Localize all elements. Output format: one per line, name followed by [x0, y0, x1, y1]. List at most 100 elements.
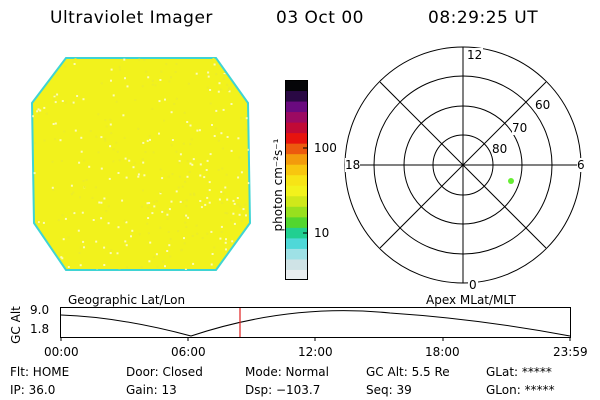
speckle: [36, 220, 38, 223]
speckle: [118, 269, 121, 270]
speckle: [54, 138, 56, 141]
speckle: [175, 97, 178, 100]
mlt-label-6: 6: [577, 158, 585, 172]
timeline-x-tick-1800: 18:00: [425, 345, 460, 359]
speckle: [115, 141, 118, 144]
speckle: [26, 236, 28, 238]
speckle: [64, 101, 67, 104]
speckle: [29, 264, 31, 266]
speckle: [100, 136, 103, 139]
speckle: [185, 205, 188, 208]
speckle: [64, 217, 67, 220]
speckle: [63, 130, 66, 133]
speckle: [225, 248, 227, 251]
speckle: [230, 60, 233, 63]
speckle: [184, 180, 187, 183]
speckle: [183, 214, 186, 217]
uv-image-panel: [26, 51, 252, 273]
speckle: [97, 151, 100, 154]
speckle: [61, 257, 64, 260]
speckle: [196, 129, 199, 132]
speckle: [34, 78, 37, 81]
speckle: [221, 263, 224, 266]
speckle: [143, 59, 146, 61]
speckle: [186, 160, 189, 163]
speckle: [236, 197, 239, 199]
speckle: [46, 61, 49, 64]
speckle: [138, 58, 141, 61]
speckle: [219, 237, 222, 240]
speckle: [125, 244, 128, 247]
speckle: [43, 106, 46, 109]
speckle: [124, 157, 127, 160]
speckle: [160, 51, 162, 53]
speckle: [64, 65, 67, 68]
speckle: [36, 69, 38, 71]
speckle: [175, 63, 178, 65]
speckle: [232, 199, 235, 202]
date-label: 03 Oct 00: [276, 8, 364, 28]
speckle: [132, 166, 135, 169]
mlt-line-diag-b: [379, 81, 547, 249]
speckle: [119, 68, 121, 71]
speckle: [173, 103, 176, 105]
speckle: [213, 246, 216, 249]
speckle: [29, 262, 31, 264]
speckle: [175, 190, 178, 193]
speckle: [206, 86, 209, 89]
speckle: [29, 174, 31, 176]
speckle: [218, 198, 221, 201]
speckle: [217, 139, 220, 142]
speckle: [83, 186, 86, 188]
speckle: [80, 150, 83, 153]
speckle: [49, 254, 52, 256]
speckle: [169, 238, 172, 241]
speckle: [139, 170, 142, 173]
speckle: [175, 150, 178, 153]
speckle: [134, 99, 137, 101]
speckle: [209, 153, 212, 156]
speckle: [147, 206, 150, 209]
speckle: [59, 139, 62, 142]
speckle: [104, 137, 107, 140]
timeline-y-axis-label: GC Alt: [9, 306, 23, 344]
speckle: [247, 93, 249, 96]
speckle: [110, 132, 113, 135]
speckle: [51, 160, 54, 163]
speckle: [171, 173, 174, 176]
speckle: [232, 60, 235, 63]
speckle: [62, 238, 65, 241]
speckle: [91, 196, 94, 199]
speckle: [220, 88, 223, 91]
speckle: [179, 200, 182, 203]
speckle: [112, 160, 115, 163]
speckle: [110, 249, 113, 252]
colorbar-cell: [285, 269, 308, 280]
speckle: [51, 186, 54, 189]
speckle: [148, 202, 151, 204]
mlt-label-0: 0: [468, 278, 478, 292]
speckle: [53, 93, 56, 96]
speckle: [226, 136, 229, 138]
speckle: [67, 236, 70, 239]
speckle: [178, 160, 181, 163]
speckle: [238, 156, 241, 159]
speckle: [220, 190, 223, 193]
speckle: [126, 85, 129, 88]
speckle: [108, 177, 111, 180]
speckle: [185, 214, 188, 217]
speckle: [249, 64, 250, 67]
speckle: [221, 167, 224, 170]
speckle: [222, 77, 225, 80]
speckle: [159, 192, 162, 195]
speckle: [109, 118, 112, 121]
speckle: [244, 203, 247, 206]
speckle: [206, 196, 209, 199]
speckle: [118, 65, 121, 68]
speckle: [217, 58, 219, 59]
status-gain: Gain: 13: [126, 383, 177, 397]
speckle: [184, 268, 187, 270]
speckle: [141, 271, 143, 273]
speckle: [238, 213, 241, 216]
speckle: [226, 212, 229, 215]
